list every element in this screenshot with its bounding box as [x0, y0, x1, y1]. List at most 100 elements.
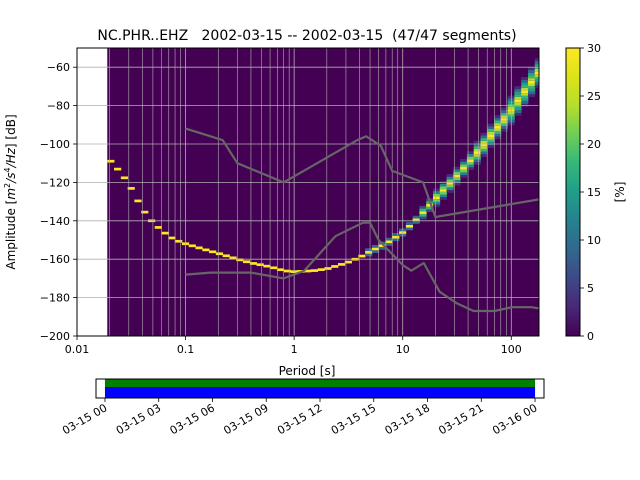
heatmap-cell	[209, 250, 217, 254]
heatmap-cell	[473, 154, 481, 157]
heatmap-cell	[419, 211, 427, 214]
heatmap-cell	[432, 191, 441, 194]
heatmap-cell	[405, 222, 414, 225]
heatmap-cell	[263, 264, 271, 268]
heatmap-cell	[500, 112, 509, 116]
coverage-bar-bottom	[104, 387, 536, 398]
x-tick-label: 10	[396, 343, 410, 356]
heatmap-cell	[480, 132, 488, 136]
heatmap-cell	[453, 182, 461, 186]
heatmap-cell	[419, 213, 427, 217]
y-tick-label: −200	[40, 330, 70, 343]
time-axis: 03-15 00 03-15 03 03-15 06 03-15 09 03-15 12…	[60, 398, 540, 437]
heatmap-cell	[385, 243, 393, 246]
heatmap-cell	[487, 137, 495, 140]
heatmap-cell	[256, 263, 264, 267]
heatmap-cell	[514, 94, 522, 97]
colorbar-tick-label: 5	[587, 282, 594, 295]
x-tick-label: 0.01	[65, 343, 90, 356]
heatmap-cell	[446, 190, 454, 193]
heatmap-cell	[534, 82, 539, 86]
heatmap-cell	[534, 68, 539, 72]
heatmap-cell	[453, 180, 461, 183]
heatmap-cell	[521, 95, 529, 99]
noise-model-low	[185, 221, 539, 313]
heatmap-cell	[134, 199, 142, 203]
heatmap-cell	[494, 123, 502, 126]
heatmap-cell	[514, 88, 522, 92]
heatmap-cell	[466, 167, 475, 171]
heatmap-cell	[500, 128, 509, 132]
heatmap-cell	[487, 145, 495, 148]
heatmap-cell	[480, 154, 488, 157]
heatmap-cell	[432, 196, 441, 200]
heatmap-cell	[460, 164, 468, 168]
coverage-bar-top	[104, 379, 536, 387]
heatmap-cell	[534, 63, 539, 67]
heatmap-cell	[534, 79, 539, 83]
colorbar: 0 5 10 15 20 25 30 [%]	[565, 42, 627, 343]
x-tick-label: 0.1	[177, 343, 195, 356]
heatmap-cell	[480, 135, 488, 139]
heatmap-cell	[344, 260, 352, 264]
heatmap-cell	[521, 98, 529, 102]
heatmap-cell	[514, 99, 522, 103]
heatmap-cell	[432, 193, 441, 197]
heatmap-cell	[466, 151, 475, 154]
colorbar-tick-label: 10	[587, 234, 601, 247]
heatmap-cell	[473, 159, 481, 163]
heatmap-cell	[480, 138, 488, 141]
heatmap-cell	[466, 161, 475, 165]
time-tick-label: 03-15 12	[275, 401, 324, 437]
heatmap-cell	[331, 265, 339, 268]
colorbar-label: [%]	[613, 182, 627, 203]
colorbar-gradient	[565, 47, 581, 337]
y-axis: −60 −80 −100 −120 −140 −160 −180 −200	[40, 61, 77, 343]
plot-area	[76, 47, 540, 337]
heatmap-cell	[358, 254, 366, 258]
heatmap-cell	[521, 101, 529, 104]
y-label-unit-s: /s	[4, 173, 18, 184]
time-tick-label: 03-16 00	[490, 401, 539, 437]
heatmap-cell	[473, 143, 481, 147]
heatmap-cell	[426, 209, 434, 213]
heatmap-cell	[304, 269, 312, 273]
heatmap-cell	[514, 104, 522, 108]
chart-title: NC.PHR..EHZ 2002-03-15 -- 2002-03-15 (47…	[97, 28, 516, 44]
heatmap-cell	[487, 126, 495, 129]
heatmap-cell	[514, 96, 522, 100]
heatmap-cell	[419, 216, 427, 220]
time-tick-label: 03-15 15	[329, 401, 378, 437]
heatmap-cell	[283, 269, 291, 273]
heatmap-cell	[514, 91, 522, 95]
heatmap-cell	[337, 263, 346, 266]
heatmap-cell	[494, 125, 502, 129]
heatmap-cell	[527, 67, 536, 71]
heatmap-cell	[107, 159, 115, 163]
heatmap-cell	[494, 117, 502, 121]
y-label-unit-hz: /Hz	[4, 147, 18, 168]
heatmap-cell	[392, 235, 400, 239]
heatmap-cell	[392, 233, 400, 236]
heatmap-cell	[439, 189, 447, 192]
heatmap-cell	[426, 203, 434, 207]
heatmap-cell	[439, 183, 447, 187]
heatmap-cell	[432, 204, 441, 208]
y-axis-label: Amplitude [m2/s4/Hz] [dB]	[3, 114, 18, 269]
heatmap-cell	[114, 167, 122, 171]
time-tick-label: 03-15 18	[383, 401, 432, 437]
heatmap-cell	[365, 251, 373, 254]
heatmap-cell	[494, 128, 502, 132]
heatmap-cell	[500, 110, 509, 113]
heatmap-cell	[487, 139, 495, 143]
heatmap-cell	[521, 77, 529, 80]
heatmap-cell	[500, 126, 509, 129]
heatmap-cell	[534, 85, 539, 88]
heatmap-cell	[378, 247, 386, 250]
heatmap-cell	[161, 231, 169, 235]
heatmap-cell	[460, 167, 468, 170]
heatmap-cell	[466, 153, 475, 157]
heatmap-cell	[365, 253, 373, 257]
heatmap-cell	[453, 172, 461, 175]
